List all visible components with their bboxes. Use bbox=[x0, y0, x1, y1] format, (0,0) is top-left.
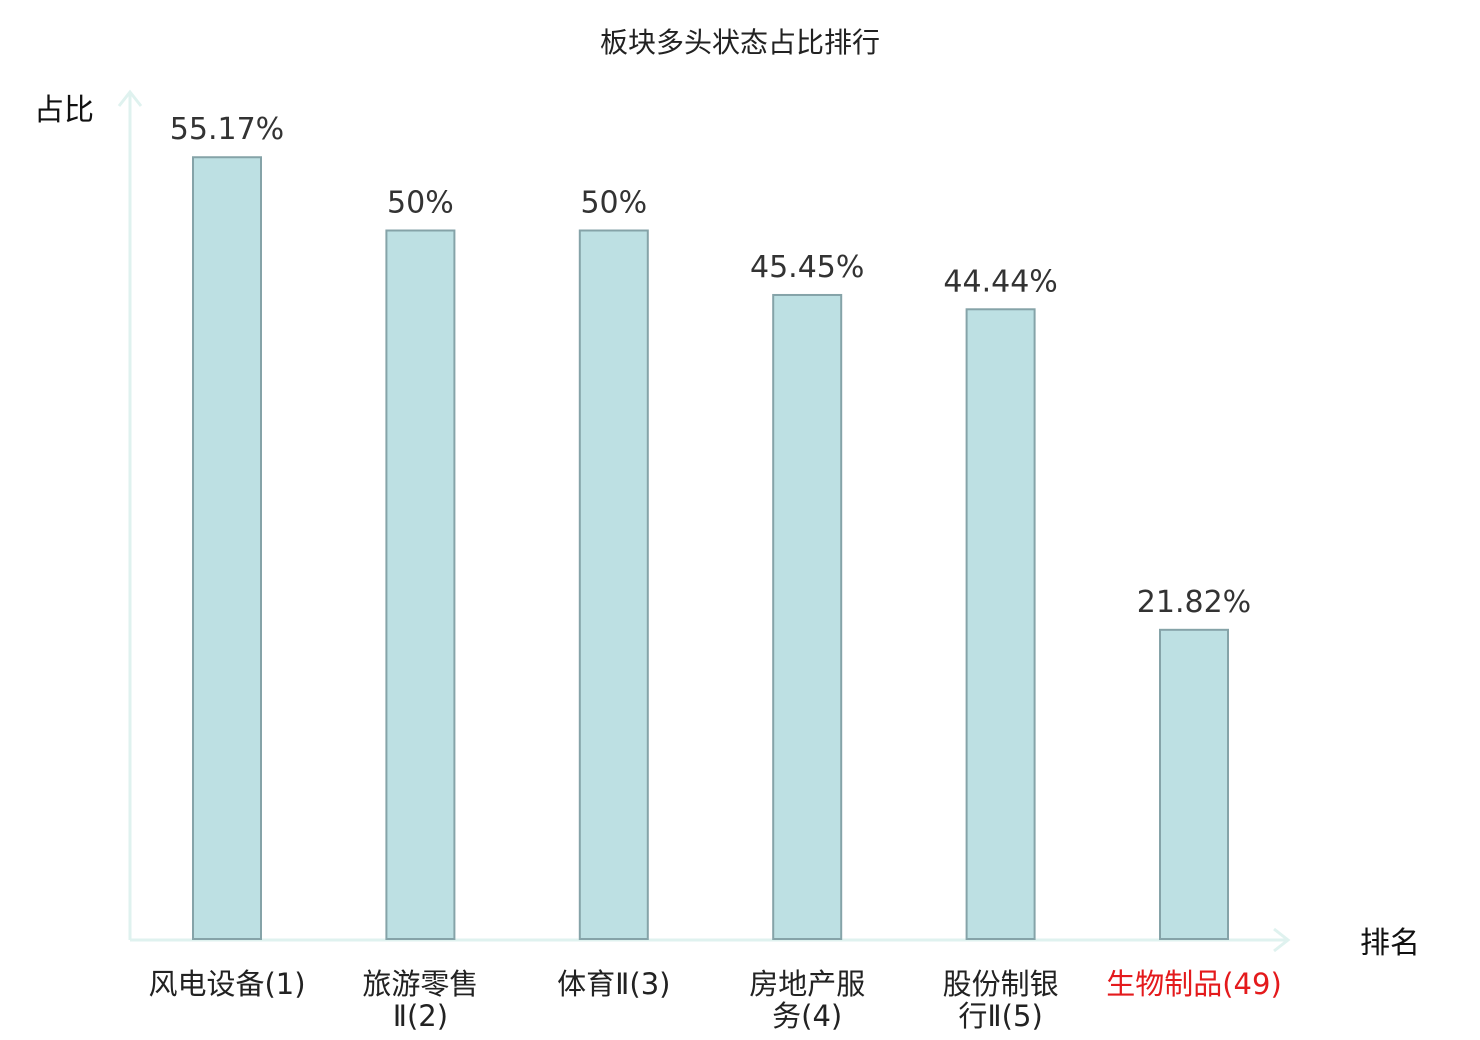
value-label: 44.44% bbox=[943, 264, 1057, 299]
x-tick-label: 房地产服 bbox=[749, 967, 865, 1001]
x-tick-label: 风电设备(1) bbox=[148, 967, 305, 1001]
x-axis-title: 排名 bbox=[1360, 926, 1420, 961]
x-tick-label: 旅游零售 bbox=[362, 967, 478, 1001]
bar bbox=[772, 293, 843, 940]
value-label: 45.45% bbox=[750, 250, 864, 285]
y-axis-title: 占比 bbox=[34, 93, 94, 128]
x-axis-arrow bbox=[1273, 927, 1291, 953]
value-label: 50% bbox=[580, 186, 647, 221]
value-label: 50% bbox=[387, 186, 454, 221]
value-label: 21.82% bbox=[1137, 585, 1251, 620]
bar bbox=[965, 308, 1036, 940]
y-axis-arrow bbox=[117, 89, 143, 107]
x-tick-label: 行Ⅱ(5) bbox=[958, 999, 1042, 1033]
x-tick-label: 务(4) bbox=[772, 999, 842, 1033]
bar bbox=[192, 156, 262, 941]
value-label: 55.17% bbox=[170, 112, 284, 147]
bar bbox=[1159, 628, 1229, 940]
x-tick-label: 体育Ⅱ(3) bbox=[557, 967, 670, 1001]
bar bbox=[385, 229, 456, 940]
x-tick-label: 生物制品(49) bbox=[1106, 967, 1282, 1001]
bar bbox=[578, 229, 649, 940]
chart-title: 板块多头状态占比排行 bbox=[600, 26, 880, 59]
x-tick-label: Ⅱ(2) bbox=[393, 999, 448, 1033]
x-tick-label: 股份制银 bbox=[943, 967, 1059, 1001]
